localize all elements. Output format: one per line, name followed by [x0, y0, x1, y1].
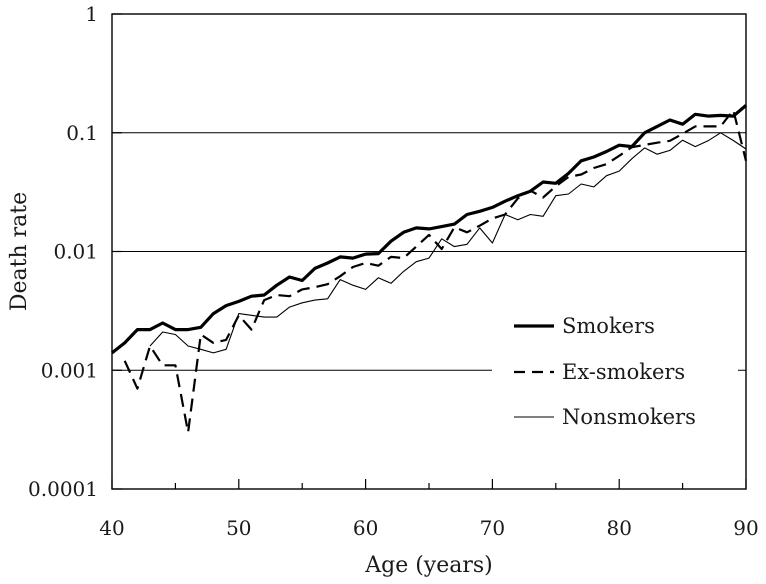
series-line-ex-smokers [123, 109, 748, 434]
axis-ticks [111, 13, 747, 490]
series-lines [111, 104, 748, 434]
x-tick-label: 40 [99, 516, 124, 540]
x-tick-label: 70 [480, 516, 505, 540]
x-tick-label: 60 [353, 516, 378, 540]
y-tick-label: 1 [85, 2, 98, 26]
legend: Smokers Ex-smokers Nonsmokers [492, 302, 738, 442]
y-tick-label: 0.001 [41, 358, 98, 382]
y-tick-labels: 0.0001 0.001 0.01 0.1 1 [28, 2, 98, 501]
legend-label: Ex-smokers [562, 360, 685, 384]
y-tick-label: 0.0001 [28, 477, 98, 501]
y-tick-label: 0.1 [66, 121, 98, 145]
legend-label: Nonsmokers [562, 405, 696, 429]
x-tick-label: 50 [226, 516, 251, 540]
y-tick-label: 0.01 [53, 240, 98, 264]
legend-label: Smokers [562, 314, 655, 338]
x-tick-label: 90 [733, 516, 758, 540]
series-line-nonsmokers [149, 132, 747, 354]
series-line-smokers [111, 104, 748, 355]
x-axis-title: Age (years) [364, 553, 493, 578]
y-axis-title: Death rate [7, 192, 32, 311]
x-tick-labels: 40 50 60 70 80 90 [99, 516, 758, 540]
x-tick-label: 80 [606, 516, 631, 540]
